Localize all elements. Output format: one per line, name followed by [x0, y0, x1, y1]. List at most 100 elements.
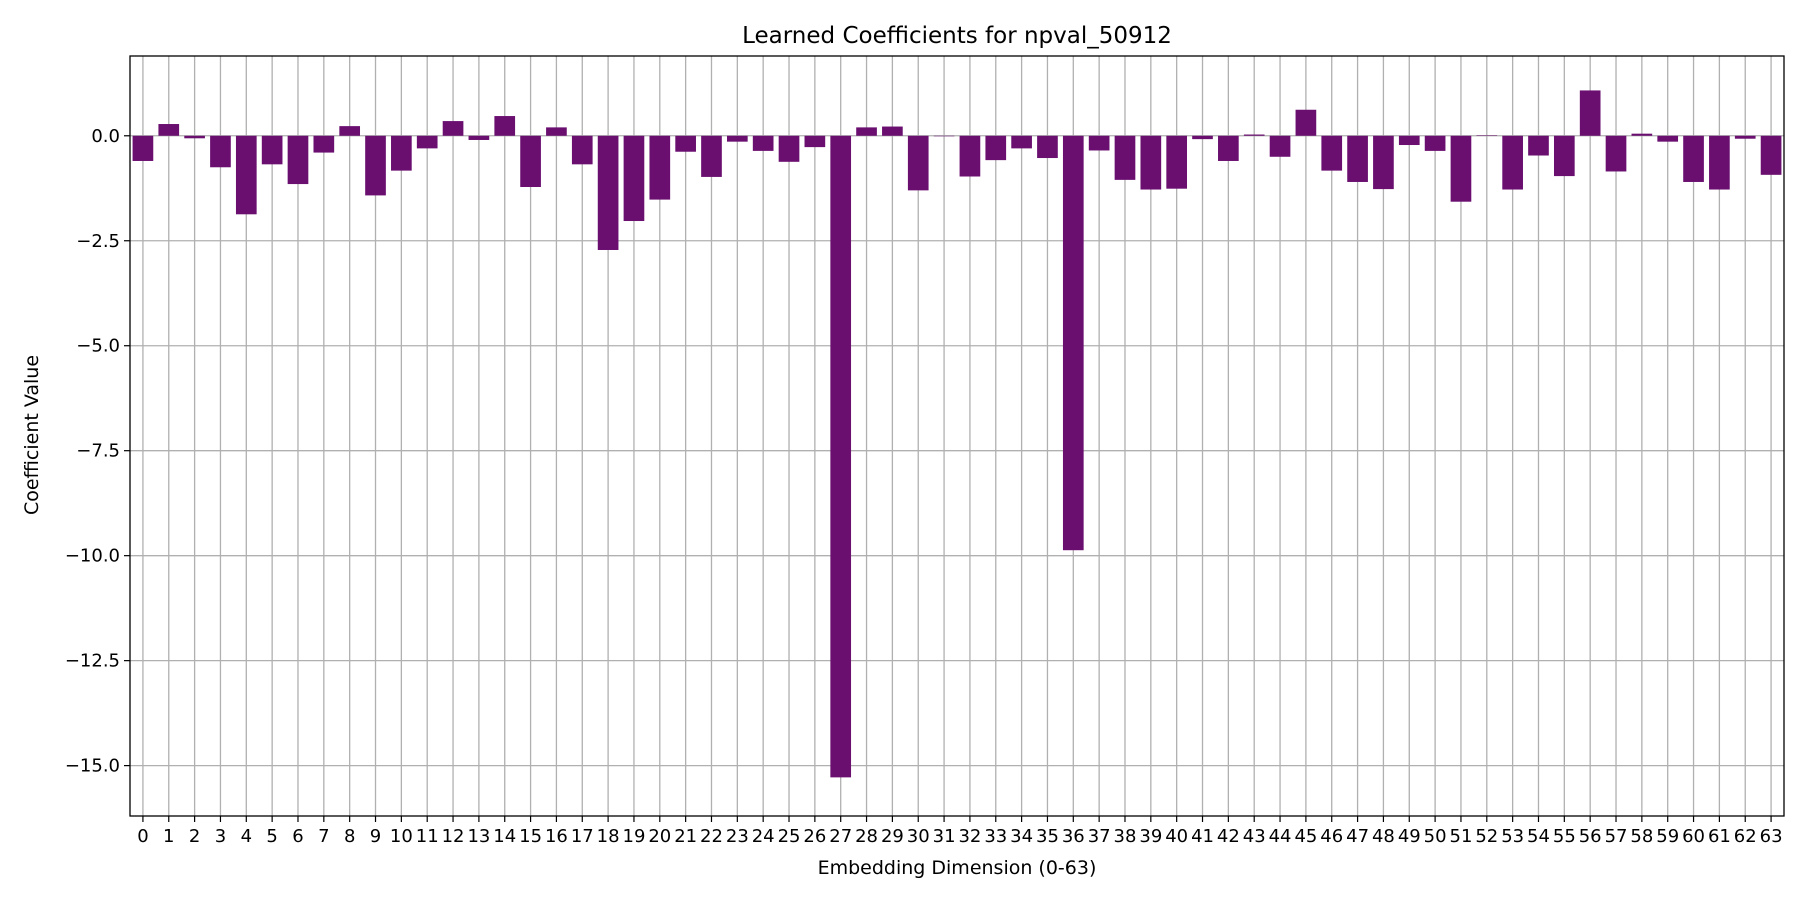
x-tick-label: 55 — [1553, 826, 1576, 847]
x-tick-label: 14 — [493, 826, 516, 847]
bar-dim-25 — [778, 135, 800, 162]
bar-dim-22 — [701, 135, 722, 177]
x-tick-label: 0 — [137, 826, 148, 847]
x-tick-label: 37 — [1088, 826, 1111, 847]
x-tick-label: 36 — [1062, 826, 1085, 847]
x-tick-label: 46 — [1320, 826, 1343, 847]
bar-dim-53 — [1502, 135, 1523, 190]
bar-dim-31 — [933, 135, 955, 137]
bar-dim-63 — [1760, 135, 1782, 175]
x-tick-label: 31 — [933, 826, 956, 847]
bar-dim-9 — [365, 135, 386, 196]
bar-dim-2 — [184, 135, 205, 139]
x-tick-label: 13 — [467, 826, 490, 847]
x-tick-label: 59 — [1656, 826, 1679, 847]
x-tick-label: 26 — [803, 826, 826, 847]
bar-dim-26 — [804, 135, 826, 148]
bar-dim-18 — [597, 135, 619, 250]
bar-dim-33 — [985, 135, 1007, 161]
bar-dim-46 — [1321, 135, 1343, 171]
x-tick-label: 19 — [623, 826, 646, 847]
x-tick-label: 15 — [519, 826, 542, 847]
x-tick-label: 43 — [1243, 826, 1266, 847]
bar-dim-29 — [882, 126, 903, 136]
bar-dim-58 — [1631, 133, 1653, 136]
bar-dim-61 — [1709, 135, 1730, 190]
bar-dim-17 — [571, 135, 593, 165]
x-tick-label: 25 — [778, 826, 801, 847]
bar-dim-44 — [1269, 135, 1291, 157]
bar-dim-54 — [1528, 135, 1549, 156]
x-tick-label: 52 — [1475, 826, 1498, 847]
y-tick-label: 0.0 — [91, 126, 120, 147]
x-tick-label: 62 — [1734, 826, 1757, 847]
x-tick-label: 42 — [1217, 826, 1240, 847]
x-tick-label: 8 — [344, 826, 355, 847]
x-tick-label: 51 — [1450, 826, 1473, 847]
x-tick-label: 33 — [984, 826, 1007, 847]
bar-dim-40 — [1166, 135, 1188, 189]
x-tick-label: 18 — [597, 826, 620, 847]
bar-dim-60 — [1683, 135, 1704, 182]
x-tick-label: 61 — [1708, 826, 1731, 847]
bar-dim-20 — [649, 135, 671, 200]
bar-dim-28 — [856, 127, 877, 136]
x-tick-label: 12 — [442, 826, 465, 847]
x-tick-label: 11 — [416, 826, 439, 847]
x-tick-label: 16 — [545, 826, 568, 847]
x-tick-label: 63 — [1760, 826, 1783, 847]
bar-dim-39 — [1140, 135, 1162, 190]
bar-dim-3 — [210, 135, 231, 168]
x-tick-label: 28 — [855, 826, 878, 847]
bar-dim-57 — [1605, 135, 1627, 172]
x-tick-label: 40 — [1165, 826, 1188, 847]
y-tick-label: −12.5 — [65, 651, 120, 672]
x-tick-label: 3 — [215, 826, 226, 847]
x-tick-label: 53 — [1501, 826, 1524, 847]
y-axis: 0.0 −2.5 −5.0 −7.5 −10.0 −12.5 −15.0 — [65, 126, 130, 777]
bar-dim-4 — [235, 135, 257, 215]
x-tick-label: 48 — [1372, 826, 1395, 847]
bar-dim-35 — [1037, 135, 1058, 159]
bar-dim-24 — [752, 135, 774, 151]
bar-dim-38 — [1114, 135, 1136, 180]
bar-dim-55 — [1553, 135, 1575, 177]
bars — [132, 90, 1782, 778]
x-tick-label: 45 — [1294, 826, 1317, 847]
chart-title: Learned Coefficients for npval_50912 — [742, 23, 1172, 49]
bar-dim-50 — [1424, 135, 1446, 151]
bar-dim-42 — [1218, 135, 1239, 161]
bar-dim-59 — [1657, 135, 1679, 142]
bar-dim-52 — [1476, 135, 1498, 136]
x-tick-label: 58 — [1630, 826, 1653, 847]
x-tick-label: 27 — [829, 826, 852, 847]
bar-dim-48 — [1373, 135, 1394, 190]
x-tick-label: 49 — [1398, 826, 1421, 847]
bar-dim-6 — [287, 135, 309, 185]
x-tick-label: 39 — [1139, 826, 1162, 847]
bar-dim-62 — [1734, 135, 1756, 139]
bar-dim-23 — [726, 135, 748, 142]
bar-dim-16 — [546, 127, 567, 136]
bar-dim-36 — [1062, 135, 1084, 551]
bar-dim-1 — [158, 124, 180, 136]
x-tick-label: 23 — [726, 826, 749, 847]
x-tick-label: 1 — [163, 826, 174, 847]
bar-dim-8 — [339, 126, 361, 136]
x-tick-label: 17 — [571, 826, 594, 847]
x-tick-label: 4 — [241, 826, 252, 847]
bar-dim-7 — [313, 135, 335, 153]
bar-dim-14 — [494, 116, 516, 136]
bar-dim-19 — [623, 135, 645, 222]
bar-dim-12 — [442, 121, 464, 136]
x-tick-label: 29 — [881, 826, 904, 847]
bar-dim-21 — [675, 135, 696, 152]
bar-dim-0 — [132, 135, 154, 161]
x-tick-label: 24 — [752, 826, 775, 847]
x-tick-label: 20 — [648, 826, 671, 847]
y-tick-label: −5.0 — [76, 336, 120, 357]
bar-dim-51 — [1450, 135, 1472, 202]
bar-dim-41 — [1192, 135, 1213, 140]
x-tick-label: 35 — [1036, 826, 1059, 847]
